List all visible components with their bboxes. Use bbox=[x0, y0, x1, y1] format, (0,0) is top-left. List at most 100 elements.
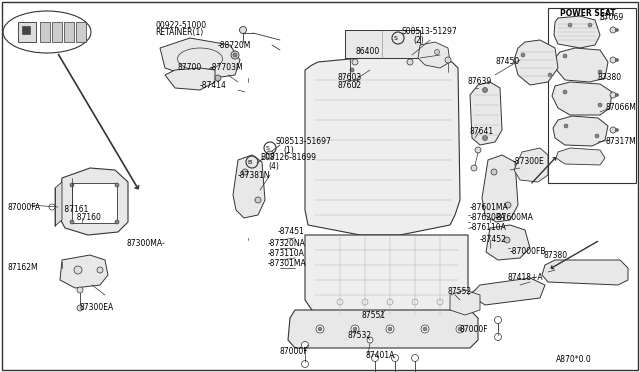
Circle shape bbox=[367, 337, 373, 343]
Text: 87532: 87532 bbox=[348, 330, 372, 340]
Polygon shape bbox=[470, 82, 502, 145]
Circle shape bbox=[215, 75, 221, 81]
Circle shape bbox=[70, 220, 74, 224]
Text: -87703M: -87703M bbox=[210, 64, 244, 73]
Polygon shape bbox=[305, 55, 460, 235]
Polygon shape bbox=[418, 42, 450, 68]
Polygon shape bbox=[160, 38, 240, 80]
Circle shape bbox=[521, 53, 525, 57]
Polygon shape bbox=[553, 116, 608, 146]
Text: -87451: -87451 bbox=[278, 228, 305, 237]
Bar bbox=[22, 26, 30, 34]
Circle shape bbox=[568, 23, 572, 27]
Text: -87000FB: -87000FB bbox=[510, 247, 547, 257]
Text: -87601MA: -87601MA bbox=[470, 203, 509, 212]
Text: 87161: 87161 bbox=[62, 205, 88, 215]
Polygon shape bbox=[514, 148, 548, 182]
Circle shape bbox=[233, 53, 237, 57]
Text: 87450: 87450 bbox=[495, 58, 519, 67]
Circle shape bbox=[564, 124, 568, 128]
Circle shape bbox=[242, 169, 248, 175]
Text: 87162M: 87162M bbox=[8, 263, 38, 273]
Text: -873110A: -873110A bbox=[268, 250, 305, 259]
Circle shape bbox=[616, 29, 618, 32]
Circle shape bbox=[435, 49, 440, 55]
Bar bbox=[548, 8, 636, 183]
Text: 87000F: 87000F bbox=[280, 347, 308, 356]
Circle shape bbox=[598, 103, 602, 107]
Circle shape bbox=[77, 287, 83, 293]
Text: 87066M: 87066M bbox=[605, 103, 636, 112]
Bar bbox=[40, 22, 50, 42]
Polygon shape bbox=[233, 155, 265, 218]
Circle shape bbox=[115, 220, 119, 224]
Circle shape bbox=[388, 327, 392, 331]
Text: 87160: 87160 bbox=[72, 214, 101, 222]
Text: -87452: -87452 bbox=[480, 235, 507, 244]
Text: 87380: 87380 bbox=[598, 74, 622, 83]
Circle shape bbox=[350, 68, 354, 72]
Circle shape bbox=[301, 360, 308, 368]
Polygon shape bbox=[514, 40, 558, 85]
Polygon shape bbox=[554, 16, 600, 48]
Bar bbox=[64, 22, 74, 42]
Circle shape bbox=[563, 90, 567, 94]
Text: (1): (1) bbox=[283, 145, 294, 154]
Circle shape bbox=[316, 325, 324, 333]
Text: 86400: 86400 bbox=[355, 48, 380, 57]
Text: POWER SEAT: POWER SEAT bbox=[560, 10, 616, 19]
Circle shape bbox=[471, 165, 477, 171]
Circle shape bbox=[49, 204, 55, 210]
Circle shape bbox=[456, 325, 464, 333]
Bar bbox=[18, 22, 36, 42]
Text: 87300EA: 87300EA bbox=[80, 304, 115, 312]
Circle shape bbox=[505, 202, 511, 208]
Text: S08513-51697: S08513-51697 bbox=[275, 138, 331, 147]
Text: A870*0.0: A870*0.0 bbox=[556, 356, 592, 365]
Circle shape bbox=[412, 355, 419, 362]
Circle shape bbox=[351, 325, 359, 333]
Polygon shape bbox=[55, 182, 62, 226]
Text: 87300MA-: 87300MA- bbox=[126, 240, 165, 248]
Circle shape bbox=[504, 237, 510, 243]
Polygon shape bbox=[305, 235, 468, 318]
Circle shape bbox=[371, 355, 378, 362]
Text: -87301MA: -87301MA bbox=[268, 260, 307, 269]
Circle shape bbox=[588, 23, 592, 27]
Polygon shape bbox=[58, 168, 128, 235]
Text: B: B bbox=[248, 160, 252, 164]
Bar bbox=[72, 183, 117, 223]
Text: 87641: 87641 bbox=[470, 128, 494, 137]
Text: -876110A: -876110A bbox=[470, 224, 507, 232]
Circle shape bbox=[423, 327, 427, 331]
Text: (4): (4) bbox=[268, 161, 279, 170]
Polygon shape bbox=[60, 255, 108, 288]
Circle shape bbox=[318, 327, 322, 331]
Circle shape bbox=[115, 183, 119, 187]
Circle shape bbox=[610, 127, 616, 133]
Bar bbox=[52, 22, 62, 42]
Circle shape bbox=[255, 197, 261, 203]
Circle shape bbox=[483, 135, 488, 141]
Polygon shape bbox=[486, 225, 530, 260]
Text: 87552: 87552 bbox=[448, 288, 472, 296]
Text: -87600MA: -87600MA bbox=[495, 214, 534, 222]
Circle shape bbox=[483, 87, 488, 93]
Circle shape bbox=[616, 58, 618, 61]
Text: -87300E: -87300E bbox=[513, 157, 545, 167]
Polygon shape bbox=[470, 278, 545, 305]
Text: 87551: 87551 bbox=[362, 311, 386, 320]
Text: -87320NA: -87320NA bbox=[268, 240, 306, 248]
Circle shape bbox=[610, 92, 616, 98]
Text: S08513-51297: S08513-51297 bbox=[402, 28, 458, 36]
Text: 87603: 87603 bbox=[338, 74, 362, 83]
Polygon shape bbox=[288, 310, 478, 348]
Text: RETAINER(1): RETAINER(1) bbox=[155, 29, 204, 38]
Polygon shape bbox=[542, 260, 628, 285]
Text: -87414: -87414 bbox=[200, 80, 227, 90]
Text: 87317M: 87317M bbox=[605, 138, 636, 147]
Circle shape bbox=[445, 57, 451, 63]
Text: -87620PA: -87620PA bbox=[470, 214, 506, 222]
Text: 87700: 87700 bbox=[178, 64, 202, 73]
Text: S: S bbox=[394, 35, 398, 41]
